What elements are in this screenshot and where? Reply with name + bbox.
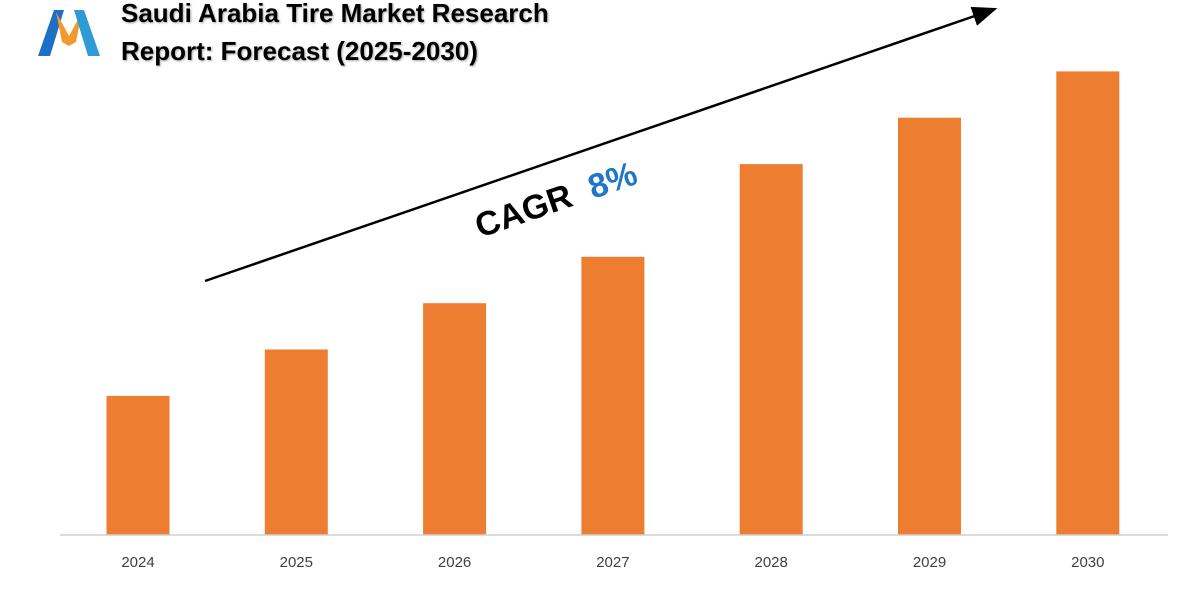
- x-tick-label-2026: 2026: [438, 554, 471, 571]
- x-tick-label-2030: 2030: [1071, 554, 1104, 571]
- growth-trend-arrow: [204, 6, 998, 283]
- x-tick-label-2028: 2028: [755, 554, 788, 571]
- x-tick-label-2024: 2024: [121, 554, 154, 571]
- bar-2028: [739, 164, 803, 535]
- bar-2024: [106, 395, 170, 535]
- chart-title-line-1: Saudi Arabia Tire Market Research: [121, 0, 549, 28]
- chart-title: Saudi Arabia Tire Market Research Report…: [121, 0, 549, 70]
- bar-2025: [264, 349, 328, 535]
- company-logo-icon: [38, 10, 100, 56]
- cagr-value: 8%: [583, 155, 642, 207]
- chart-title-line-2: Report: Forecast (2025-2030): [121, 36, 478, 66]
- bar-series: [106, 71, 1120, 536]
- cagr-annotation: CAGR 8%: [470, 155, 642, 246]
- cagr-label: CAGR: [470, 177, 577, 246]
- x-tick-label-2027: 2027: [596, 554, 629, 571]
- x-axis-tick-labels: 2024 2025 2026 2027 2028 2029 2030: [121, 554, 1104, 571]
- logo-right-stroke: [74, 10, 100, 56]
- bar-2027: [581, 256, 645, 535]
- x-tick-label-2029: 2029: [913, 554, 946, 571]
- logo-left-stroke: [38, 10, 64, 56]
- bar-2029: [898, 117, 961, 535]
- x-tick-label-2025: 2025: [280, 554, 313, 571]
- logo-middle-stroke: [56, 12, 82, 46]
- bar-2030: [1056, 71, 1120, 536]
- bar-2026: [423, 303, 487, 535]
